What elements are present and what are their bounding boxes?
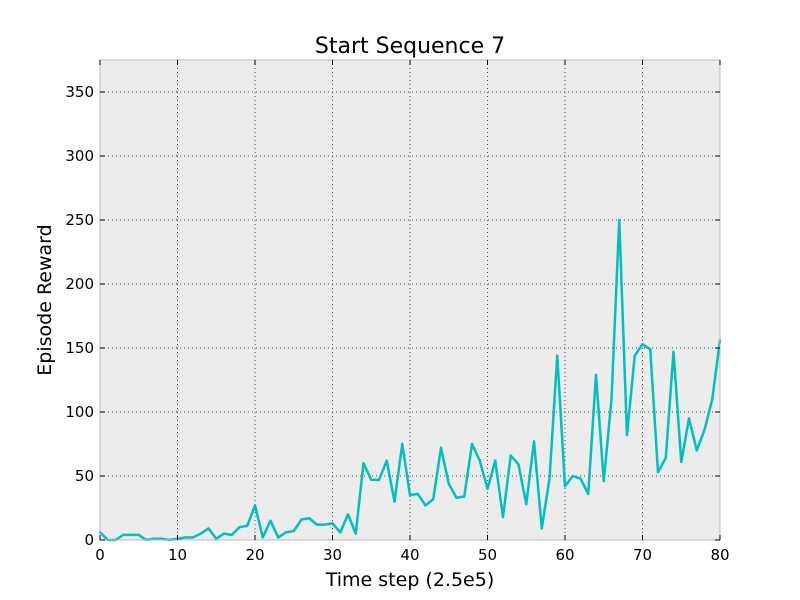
data-point — [393, 500, 396, 503]
y-tick-label: 100 — [65, 403, 94, 421]
data-point — [199, 532, 202, 535]
data-point — [207, 527, 210, 530]
series-group — [98, 218, 722, 542]
data-point — [346, 513, 350, 516]
data-point — [563, 485, 567, 488]
data-point — [517, 463, 520, 466]
data-point — [308, 517, 311, 520]
data-point — [222, 532, 226, 535]
data-point — [300, 518, 303, 521]
data-point — [618, 218, 621, 222]
data-point — [416, 492, 419, 496]
data-point — [463, 495, 466, 498]
y-tick-label: 200 — [65, 275, 94, 293]
data-point — [680, 460, 683, 464]
data-point — [687, 417, 691, 420]
data-point — [408, 494, 412, 497]
data-point — [432, 497, 435, 501]
data-point — [160, 537, 164, 540]
x-tick-label: 80 — [710, 546, 729, 564]
data-point — [509, 454, 512, 457]
data-point — [703, 428, 706, 432]
data-point — [649, 348, 652, 351]
data-point — [315, 523, 319, 526]
chart-title: Start Sequence 7 — [315, 34, 505, 59]
data-point — [525, 502, 528, 506]
data-point — [501, 515, 505, 519]
x-tick-label: 60 — [555, 546, 574, 564]
y-tick-label: 250 — [65, 211, 94, 229]
y-axis-title: Episode Reward — [34, 224, 56, 375]
data-point — [672, 350, 675, 354]
x-tick-label: 10 — [168, 546, 187, 564]
data-point — [695, 449, 698, 452]
data-point — [439, 446, 443, 450]
data-point — [284, 531, 288, 534]
x-tick-label: 50 — [478, 546, 497, 564]
data-point — [277, 536, 280, 539]
x-axis-title: Time step (2.5e5) — [325, 569, 495, 591]
data-point — [401, 442, 404, 446]
x-tick-label: 20 — [245, 546, 264, 564]
data-point — [184, 536, 187, 539]
data-point — [532, 440, 536, 443]
data-point — [215, 537, 218, 540]
data-point — [494, 459, 497, 462]
data-point — [323, 523, 326, 526]
data-point — [571, 474, 574, 478]
y-tick-label: 50 — [75, 467, 94, 485]
data-point — [238, 526, 241, 529]
data-point — [587, 492, 590, 496]
data-point — [455, 496, 458, 499]
data-point — [548, 477, 551, 480]
data-point — [261, 536, 264, 539]
data-point — [625, 433, 629, 437]
data-point — [664, 456, 667, 460]
data-point — [556, 354, 559, 357]
data-point — [470, 442, 474, 446]
x-tick-label: 0 — [95, 546, 105, 564]
data-point — [540, 527, 543, 530]
data-point — [486, 487, 489, 490]
data-point — [656, 470, 660, 474]
x-tick-label: 40 — [400, 546, 419, 564]
data-point — [594, 373, 598, 377]
data-point — [339, 531, 342, 534]
data-point — [711, 398, 714, 401]
data-point — [602, 479, 605, 483]
y-tick-label: 350 — [65, 83, 94, 101]
data-point — [478, 459, 481, 462]
axis-ticks: 0 10 20 30 40 50 60 70 80 0 50 100 150 200 250 300 350 — [65, 60, 730, 564]
data-point — [447, 482, 450, 485]
data-point — [137, 533, 140, 537]
data-point — [377, 478, 381, 482]
x-tick-label: 30 — [323, 546, 342, 564]
y-tick-label: 300 — [65, 147, 94, 165]
data-point — [579, 477, 582, 480]
data-point — [385, 459, 388, 462]
data-point — [269, 519, 272, 522]
data-point — [122, 533, 125, 537]
data-point — [253, 504, 257, 507]
data-point — [129, 533, 133, 537]
data-point — [331, 522, 334, 525]
data-point — [370, 478, 373, 482]
data-point — [153, 537, 156, 540]
data-point — [292, 529, 295, 533]
data-point — [610, 398, 613, 401]
data-point — [424, 504, 427, 507]
data-point — [246, 524, 249, 528]
y-tick-label: 150 — [65, 339, 94, 357]
data-point — [641, 342, 644, 346]
data-point — [230, 533, 233, 537]
data-point — [633, 354, 636, 357]
y-tick-label: 0 — [84, 531, 94, 549]
data-point — [191, 536, 195, 539]
x-tick-label: 70 — [633, 546, 652, 564]
data-point — [354, 532, 357, 535]
data-point — [362, 462, 365, 465]
